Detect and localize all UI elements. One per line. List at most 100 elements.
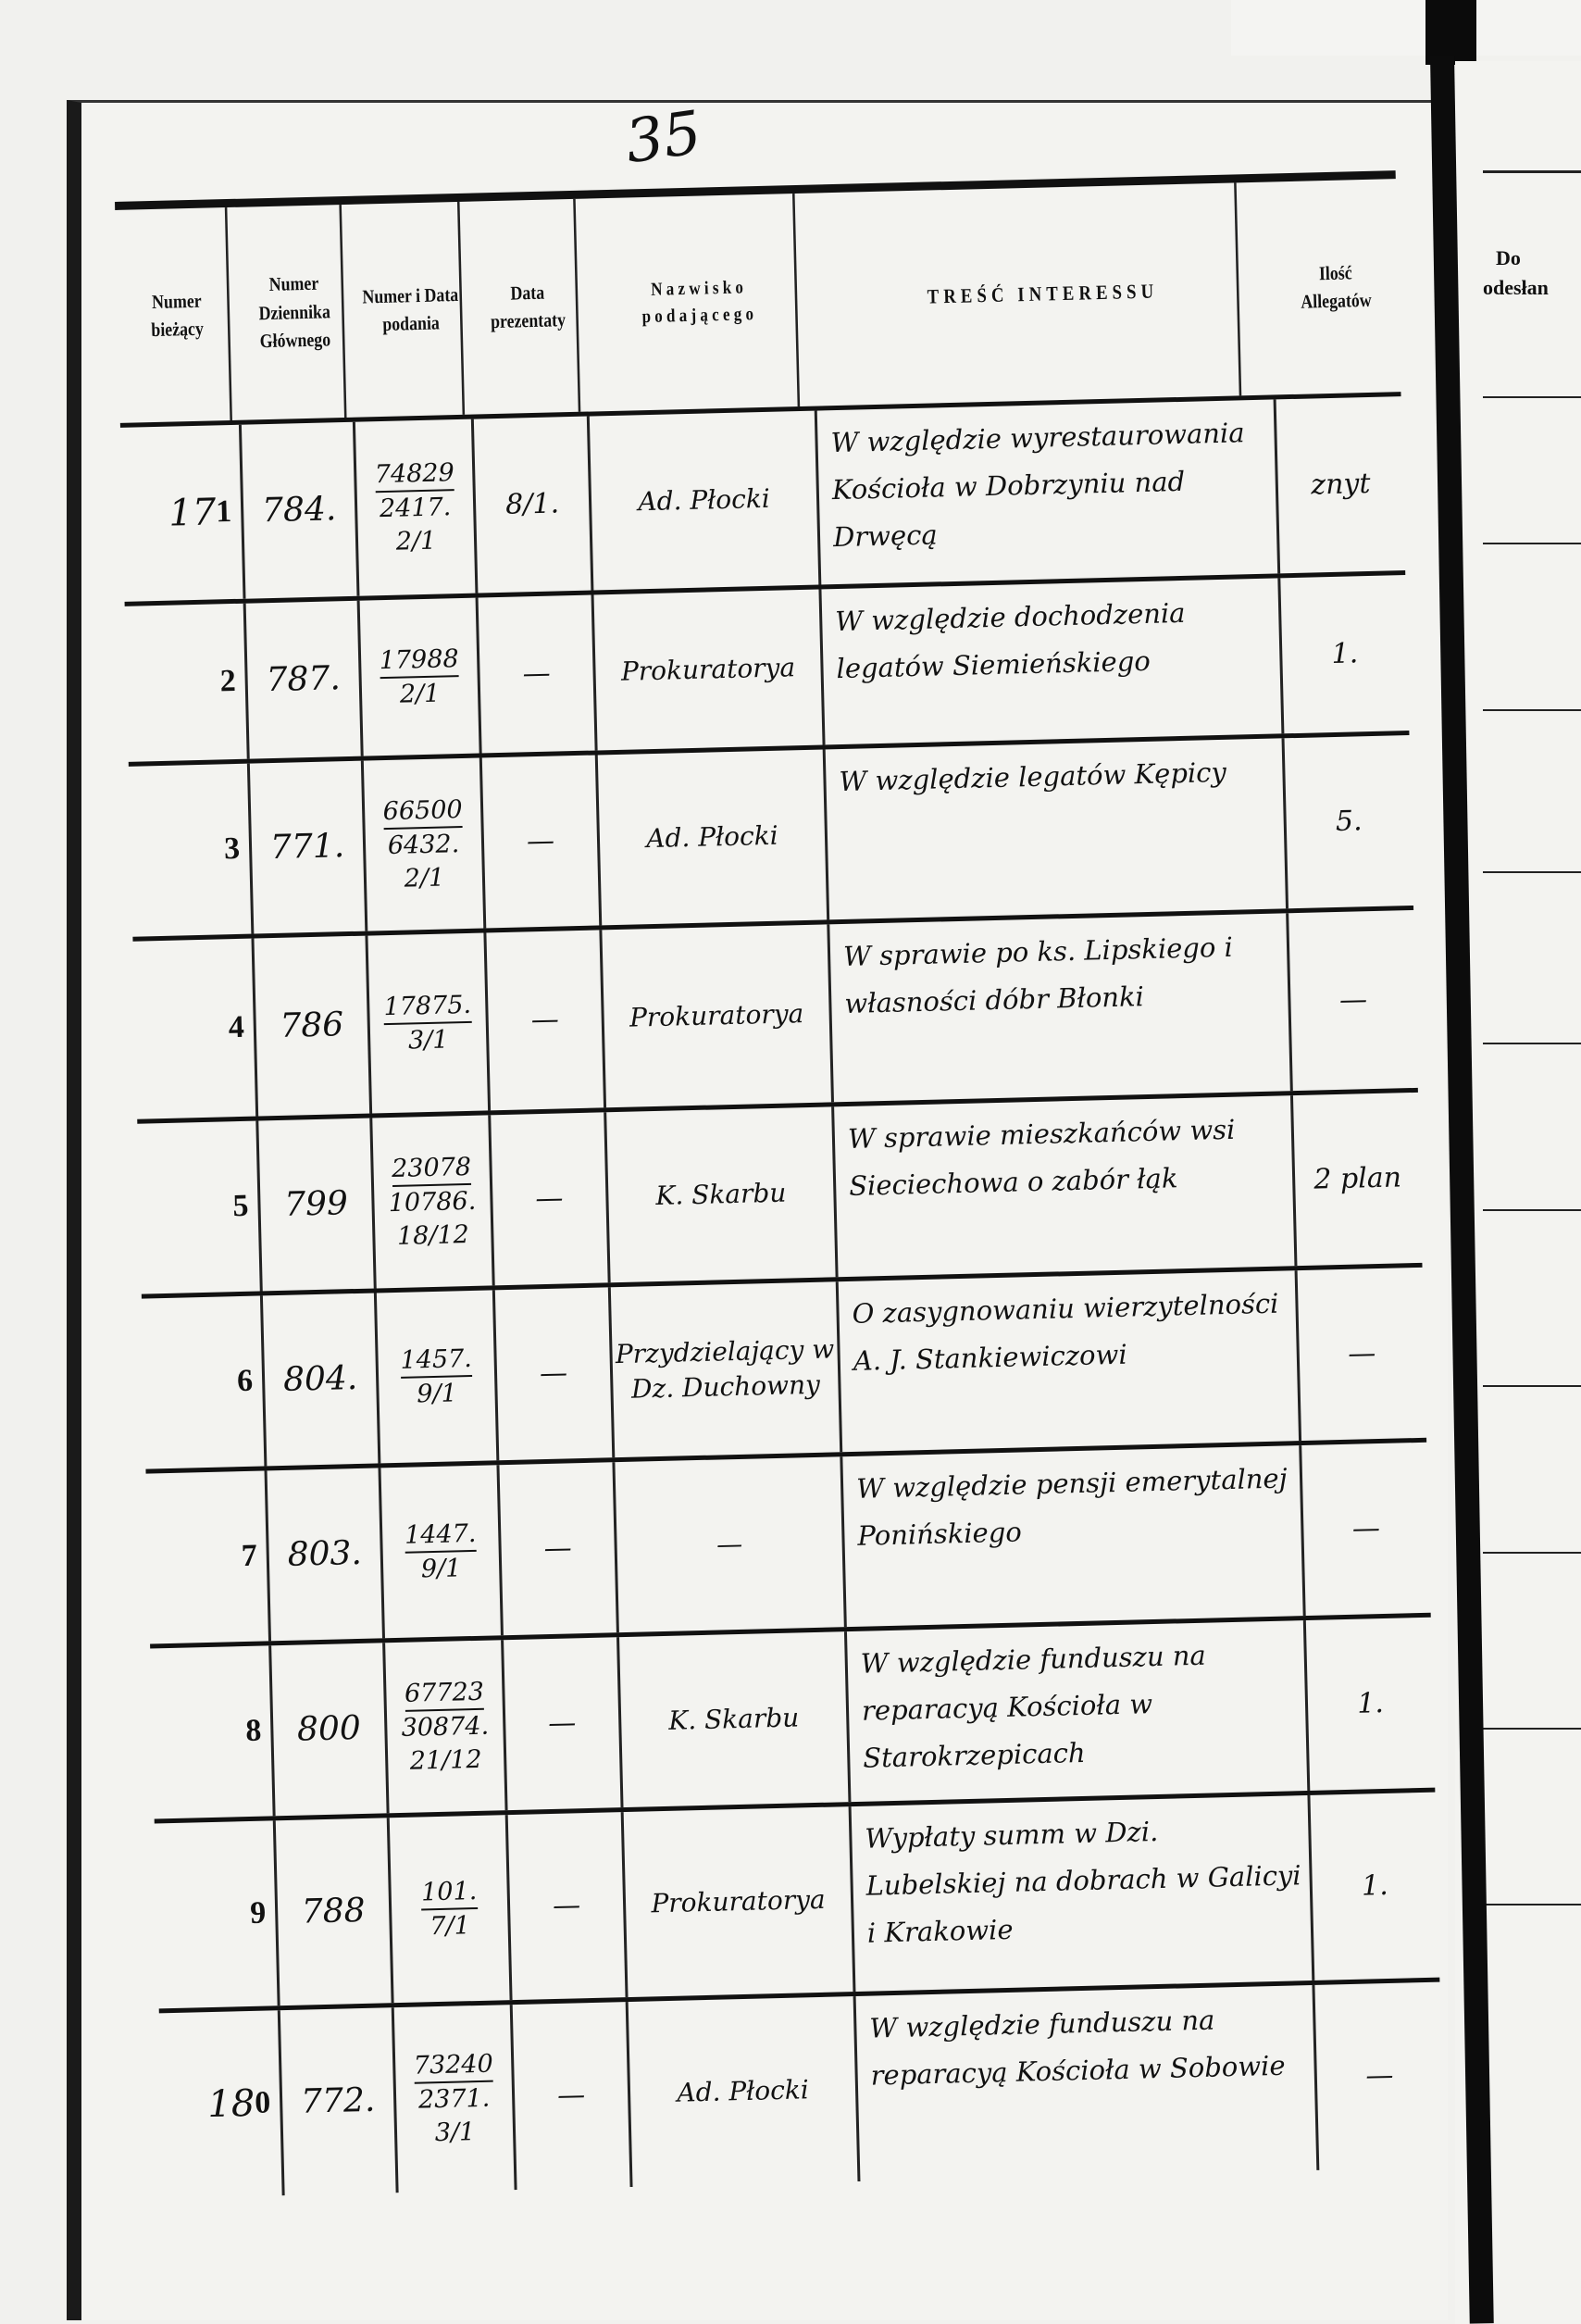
facing-page-rule xyxy=(1483,543,1581,544)
facing-page-rule xyxy=(1483,1552,1581,1554)
matter-content: W sprawie po ks. Lipskiego i własności d… xyxy=(829,913,1293,1103)
submitter-name: Prokuratorya xyxy=(623,1806,856,1998)
table-header: Numer bieżący Numer Dziennika Głównego N… xyxy=(115,170,1401,428)
attachments-count: 1. xyxy=(1361,1868,1389,1903)
next-page-top-edge xyxy=(1231,0,1581,56)
journal-number: 788 xyxy=(275,1818,394,2006)
header-nazwisko: Nazwisko podającego xyxy=(601,194,801,412)
table-row: 8 800 67723 30874. 21/12— K. Skarbu W względzi… xyxy=(150,1617,1436,1824)
table-row: 4 786 17875. 3/1— Prokuratorya W sprawie po k… xyxy=(132,909,1418,1124)
filing-part: 9/1 xyxy=(416,1379,458,1409)
filing-part: 66500 xyxy=(382,793,464,831)
table-row: 6 804. 1457. 9/1— Przydzielający w Dz. Ducho… xyxy=(141,1267,1427,1474)
filing-part: 3/1 xyxy=(434,2117,476,2147)
journal-number: 800 xyxy=(271,1643,390,1817)
table-row: 2 787. 17988 2/1— Prokuratorya W względzie do… xyxy=(124,575,1410,767)
entry-number-cell: 2 xyxy=(124,603,250,762)
filing-part: 2371. xyxy=(417,2084,491,2116)
presentation-date: — xyxy=(499,1462,619,1636)
facing-page-rule xyxy=(1483,1728,1581,1730)
matter-content: W względzie wyrestaurowania Kościoła w D… xyxy=(816,399,1281,585)
facing-page-rule xyxy=(1483,1043,1581,1044)
presentation-date: — xyxy=(494,1287,616,1461)
filing-number-date: 101. 7/1 xyxy=(389,1815,513,2004)
entry-number: 0 xyxy=(254,2085,271,2120)
journal-number: 771. xyxy=(249,760,368,934)
attachments-count: 2 plan xyxy=(1313,1161,1402,1196)
filing-part: 2417. xyxy=(379,493,452,524)
presentation-date: — xyxy=(504,1637,624,1811)
entry-number-cell: 18 0 xyxy=(158,2010,285,2199)
entry-number: 9 xyxy=(249,1895,267,1930)
filing-part: 67723 xyxy=(404,1676,485,1713)
entry-number: 2 xyxy=(219,663,237,699)
submitter-name: — xyxy=(615,1456,847,1633)
filing-part: 1457. xyxy=(400,1342,473,1379)
submitter-name: Ad. Płocki xyxy=(589,410,822,591)
entry-number-prefix: 17 xyxy=(168,491,217,535)
table-row: 17 1 784. 74829 2417. 2/1 8/1. Ad. Płocki W wzgl… xyxy=(119,396,1406,606)
attachments-count: znyt xyxy=(1310,467,1371,502)
presentation-date: — xyxy=(481,755,603,929)
submitter-name: K. Skarbu xyxy=(606,1106,839,1283)
table-row: 3 771. 66500 6432. 2/1— Ad. Płocki W względzie… xyxy=(128,735,1414,942)
filing-part: 2/1 xyxy=(399,679,441,709)
header-numer-dziennika: Numer Dziennika Głównego xyxy=(244,205,347,420)
attachments-count: — xyxy=(1338,982,1368,1017)
facing-page-rule xyxy=(1483,1385,1581,1387)
entry-number: 1 xyxy=(215,494,232,530)
journal-number: 786 xyxy=(254,935,373,1117)
attachments-count: — xyxy=(1347,1336,1376,1370)
entry-number-cell: 3 xyxy=(128,763,255,937)
facing-page-rule xyxy=(1483,1209,1581,1211)
table-row: 5 799 23078 10786. 18/12— K. Skarbu W sprawie … xyxy=(137,1092,1423,1299)
facing-page-rule xyxy=(1483,1904,1581,1905)
submitter-name: Ad. Płocki xyxy=(597,749,830,926)
matter-content: W względzie pensji emerytalnej Ponińskie… xyxy=(842,1445,1306,1628)
matter-content: W sprawie mieszkańców wsi Sieciechowa o … xyxy=(834,1095,1298,1278)
matter-content: W względzie dochodzenia legatów Siemieńs… xyxy=(821,578,1285,745)
filing-part: 18/12 xyxy=(396,1219,470,1251)
entry-number: 5 xyxy=(232,1188,249,1224)
filing-number-date: 17988 2/1 xyxy=(359,597,482,756)
entry-number: 6 xyxy=(236,1363,254,1399)
facing-page-rule xyxy=(1483,396,1581,398)
presentation-date: — xyxy=(486,930,607,1111)
filing-part: 30874. xyxy=(401,1712,490,1743)
journal-number: 803. xyxy=(267,1468,385,1642)
facing-page-rule xyxy=(1483,170,1581,173)
entry-number: 4 xyxy=(228,1009,245,1045)
entry-number-cell: 17 1 xyxy=(119,424,246,602)
filing-part: 17988 xyxy=(379,642,460,680)
filing-number-date: 23078 10786. 18/12 xyxy=(372,1115,495,1289)
filing-part: 2/1 xyxy=(404,863,445,893)
journal-number: 804. xyxy=(262,1293,381,1467)
matter-content: O zasygnowaniu wierzytelności A. J. Stan… xyxy=(838,1270,1302,1453)
entry-number: 8 xyxy=(244,1713,262,1749)
matter-content: W względzie legatów Kępicy xyxy=(825,738,1289,920)
header-tresc: TREŚĆ INTERESSU xyxy=(846,182,1242,406)
submitter-name: Przydzielający w Dz. Duchowny xyxy=(610,1281,843,1458)
presentation-date: — xyxy=(478,594,598,754)
submitter-name: Prokuratorya xyxy=(593,589,826,751)
matter-content: W względzie funduszu na reparacyą Kościo… xyxy=(855,1984,1320,2181)
filing-part: 9/1 xyxy=(420,1554,462,1584)
journal-number: 799 xyxy=(258,1118,377,1292)
entry-number-cell: 4 xyxy=(132,938,259,1119)
filing-number-date: 67723 30874. 21/12 xyxy=(385,1640,508,1814)
filing-part: 17875. xyxy=(383,988,472,1026)
filing-part: 101. xyxy=(420,1874,478,1911)
filing-part: 23078 xyxy=(391,1151,472,1188)
header-numer-biezacy: Numer bieżący xyxy=(124,207,232,423)
page-number: 35 xyxy=(621,98,706,178)
matter-content: Wypłaty summ w Dzi. Lubelskiej na dobrac… xyxy=(851,1794,1315,1993)
presentation-date: 8/1. xyxy=(473,416,594,593)
table-row: 9 788 101. 7/1— Prokuratorya Wypłaty summ w D… xyxy=(154,1792,1440,2014)
filing-part: 1447. xyxy=(404,1517,477,1554)
entry-number-cell: 8 xyxy=(150,1645,276,1819)
journal-number: 787. xyxy=(245,600,364,759)
attachments-count: 1. xyxy=(1356,1686,1385,1720)
table-row: 18 0 772. 73240 2371. 3/1— Ad. Płocki W względz… xyxy=(158,1982,1444,2199)
filing-part: 2/1 xyxy=(395,526,437,556)
header-numer-data: Numer i Data podania xyxy=(358,201,466,418)
